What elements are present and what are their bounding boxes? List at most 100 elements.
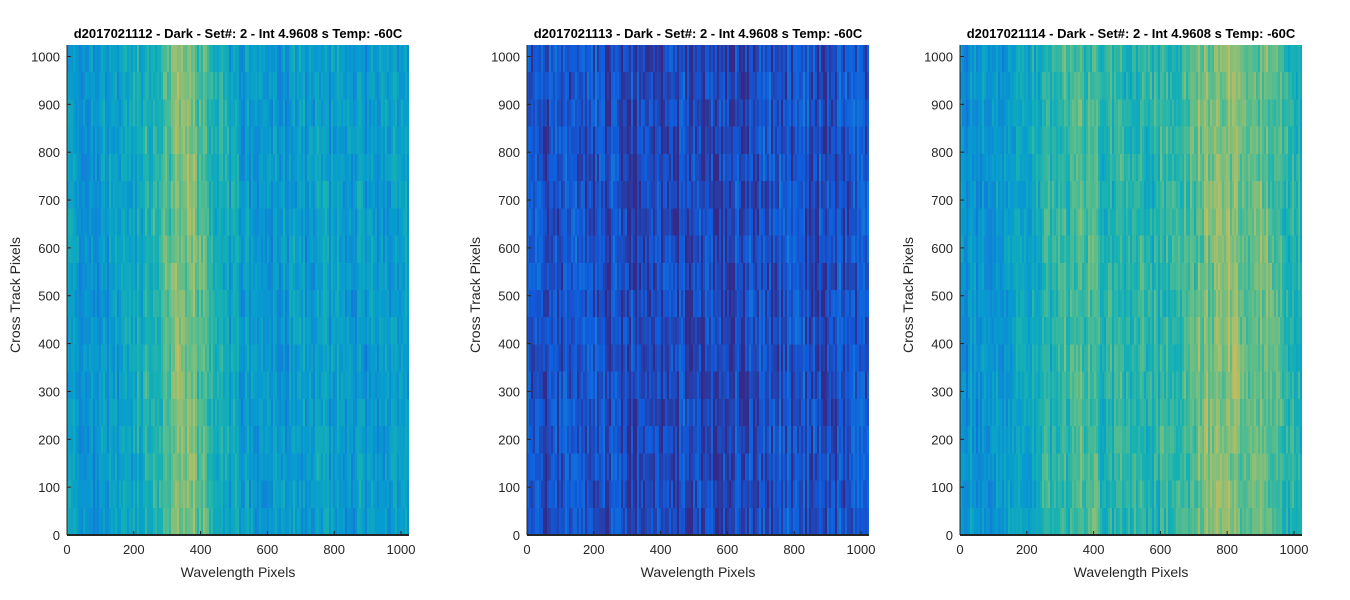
heatmap-cell [113,453,116,482]
heatmap-cell [245,371,248,400]
heatmap-cell [353,153,356,182]
heatmap-cell [693,317,696,346]
heatmap-cell [619,235,622,264]
heatmap-cell [83,507,86,535]
heatmap-cell [69,45,72,73]
heatmap-cell [201,235,204,264]
heatmap-cell [247,426,250,454]
heatmap-cell [243,99,246,128]
heatmap-cell [611,480,614,509]
heatmap-cell [687,453,690,482]
heatmap-cell [321,99,324,128]
heatmap-cell [597,181,600,209]
heatmap-cell [347,262,350,291]
heatmap-cell [585,426,588,454]
heatmap-cell [123,45,126,73]
heatmap-cell [721,181,724,209]
heatmap-cell [85,181,88,209]
heatmap-cell [281,235,284,264]
heatmap-cell [245,99,248,128]
heatmap-cell [587,181,590,209]
heatmap-cell [693,262,696,291]
heatmap-cell [667,153,670,182]
heatmap-cell [647,181,650,209]
heatmap-cell [169,72,172,101]
heatmap-cell [661,371,664,400]
heatmap-cell [229,126,232,155]
heatmap-cell [257,290,260,318]
heatmap-cell [579,426,582,454]
heatmap-cell [641,344,644,373]
heatmap-cell [339,426,342,454]
heatmap-cell [531,99,534,128]
heatmap-cell [339,290,342,318]
heatmap-cell [153,262,156,291]
heatmap-cell [113,426,116,454]
heatmap-cell [615,262,618,291]
heatmap-cell [259,453,262,482]
heatmap-cell [367,453,370,482]
heatmap-cell [201,153,204,182]
heatmap-cell [573,72,576,101]
heatmap-cell [291,453,294,482]
heatmap-cell [207,208,210,237]
heatmap-cell [67,45,70,73]
heatmap-cell [93,153,96,182]
heatmap-cell [151,153,154,182]
heatmap-cell [387,153,390,182]
heatmap-cell [191,371,194,400]
heatmap-cell [659,126,662,155]
heatmap-cell [623,317,626,346]
heatmap-cell [551,126,554,155]
heatmap-cell [609,262,612,291]
heatmap-cell [607,507,610,535]
heatmap-cell [193,398,196,427]
heatmap-cell [649,371,652,400]
heatmap-cell [697,317,700,346]
heatmap-cell [365,344,368,373]
heatmap-cell [211,208,214,237]
heatmap-cell [401,453,404,482]
heatmap-cell [691,153,694,182]
heatmap-cell [143,398,146,427]
heatmap-cell [385,507,388,535]
heatmap-cell [231,398,234,427]
heatmap-cell [595,371,598,400]
heatmap-cell [657,317,660,346]
heatmap-cell [347,453,350,482]
heatmap-cell [183,235,186,264]
heatmap-cell [707,290,710,318]
heatmap-cell [163,371,166,400]
heatmap-cell [131,153,134,182]
heatmap-cell [553,262,556,291]
heatmap-cell [229,72,232,101]
heatmap-cell [617,72,620,101]
heatmap-cell [257,153,260,182]
heatmap-cell [151,426,154,454]
heatmap-cell [581,181,584,209]
heatmap-cell [175,480,178,509]
heatmap-cell [103,72,106,101]
heatmap-cell [143,126,146,155]
heatmap-cell [175,371,178,400]
heatmap-cell [527,181,530,209]
heatmap-cell [159,371,162,400]
heatmap-cell [109,426,112,454]
heatmap-cell [275,371,278,400]
heatmap-cell [583,153,586,182]
heatmap-cell [213,507,216,535]
heatmap-cell [379,426,382,454]
heatmap-cell [227,235,230,264]
heatmap-cell [243,453,246,482]
heatmap-cell [153,453,156,482]
heatmap-cell [639,126,642,155]
heatmap-cell [191,181,194,209]
heatmap-cell [685,72,688,101]
heatmap-cell [321,45,324,73]
heatmap-cell [637,126,640,155]
heatmap-cell [621,153,624,182]
heatmap-cell [389,344,392,373]
heatmap-cell [261,398,264,427]
heatmap-cell [131,480,134,509]
heatmap-cell [209,398,212,427]
